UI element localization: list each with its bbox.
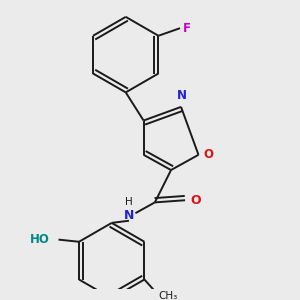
Text: O: O (204, 148, 214, 161)
Text: N: N (177, 89, 187, 102)
Text: O: O (190, 194, 201, 207)
Text: F: F (183, 22, 191, 35)
Text: H: H (125, 197, 133, 207)
Text: CH₃: CH₃ (158, 291, 178, 300)
Text: HO: HO (30, 233, 50, 246)
Text: N: N (124, 209, 134, 222)
